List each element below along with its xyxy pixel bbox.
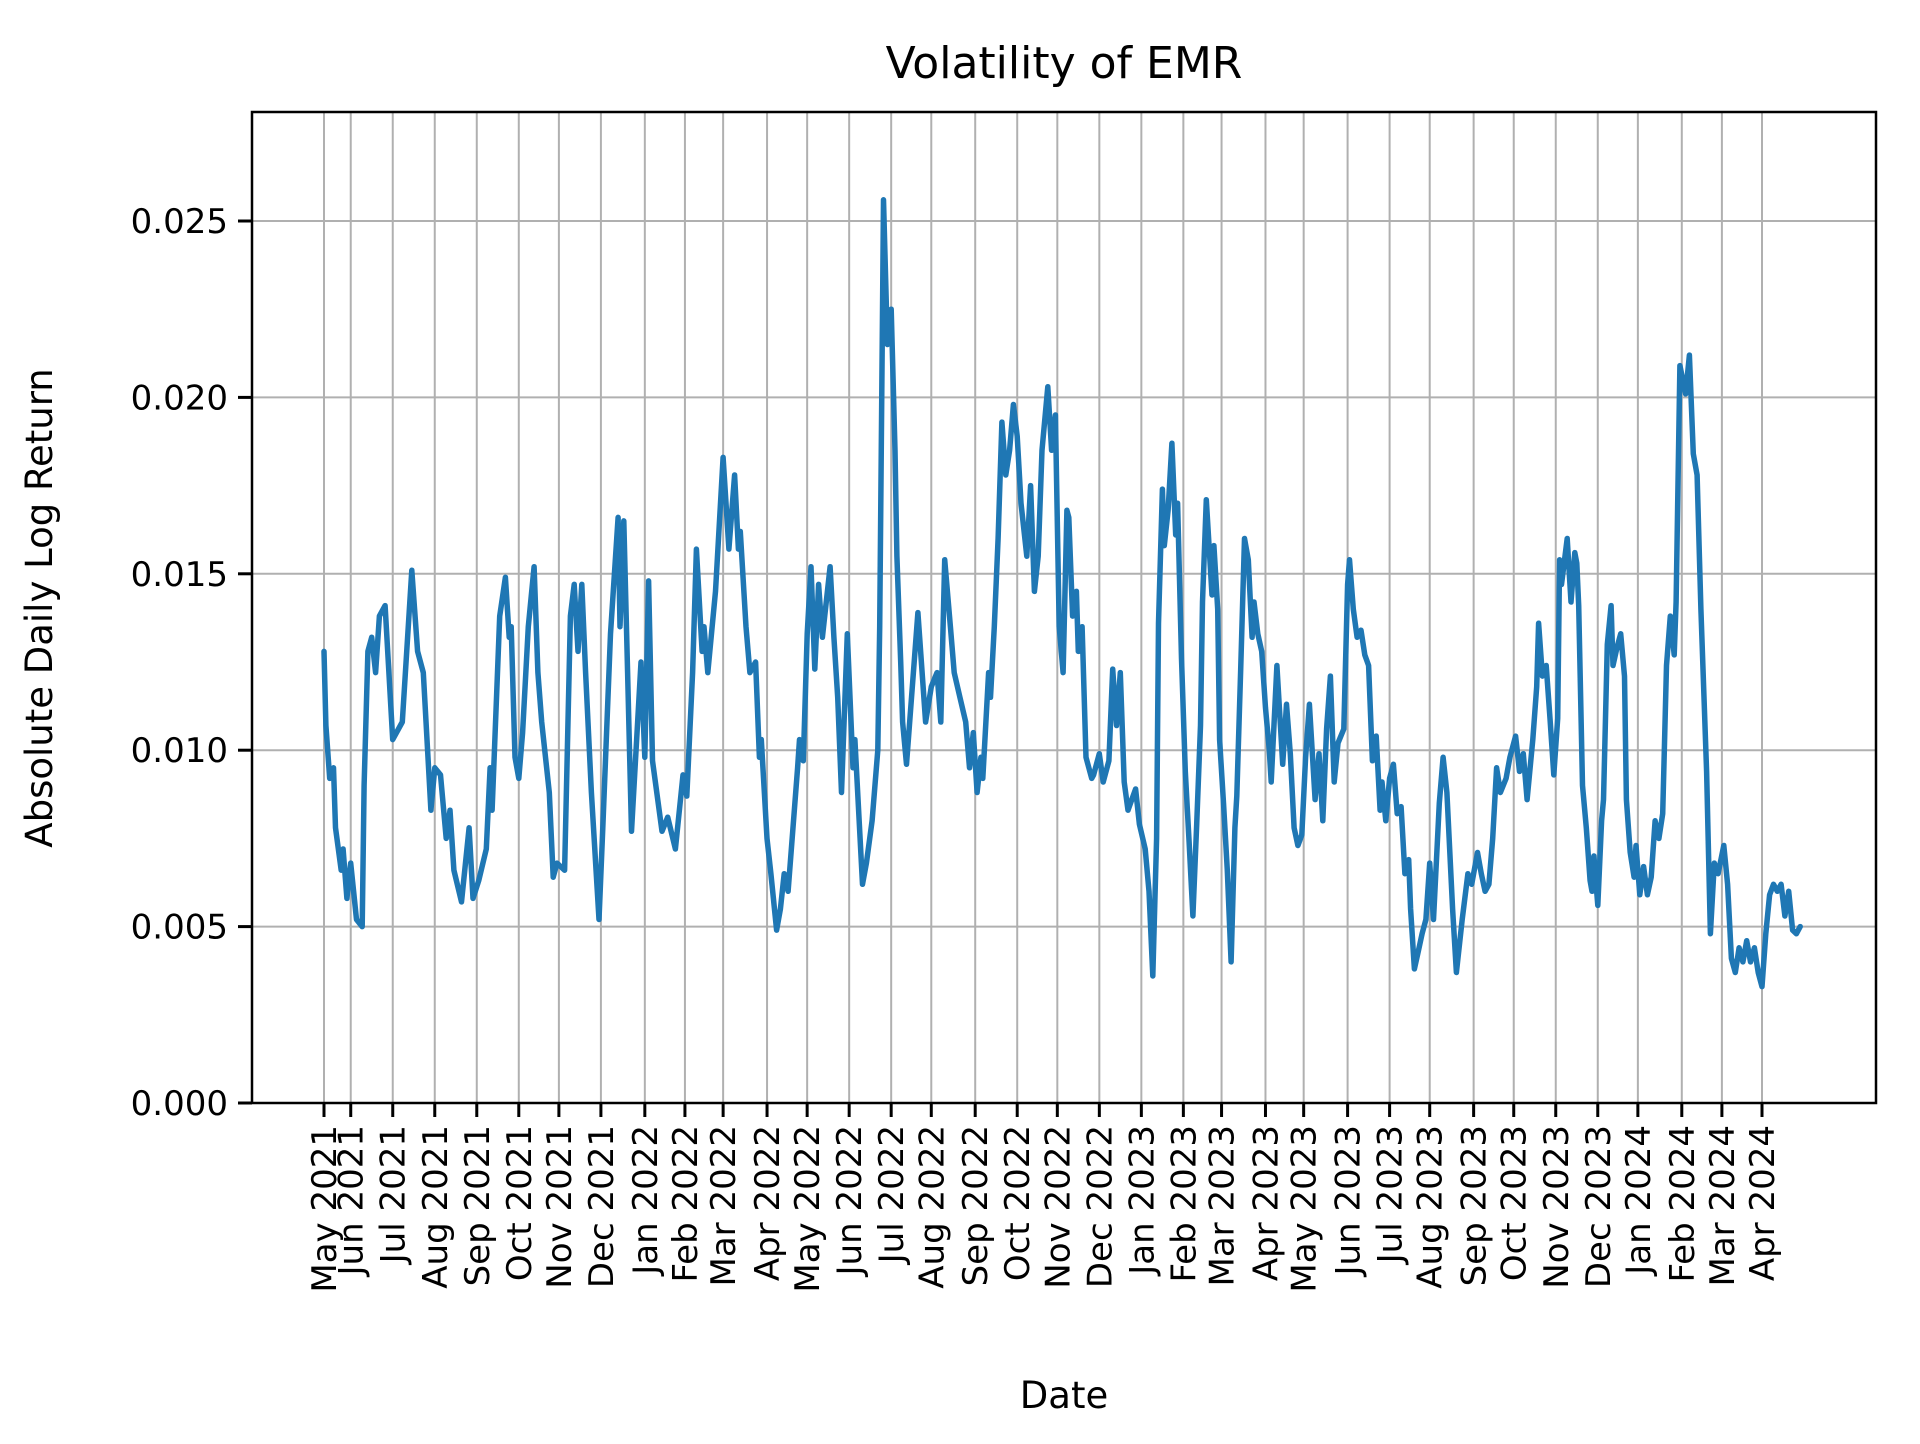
x-tick-label: Dec 2022 <box>1080 1125 1120 1288</box>
plot-border <box>250 110 1878 1105</box>
x-tick-label: Oct 2021 <box>500 1125 540 1281</box>
x-tick-label: May 2023 <box>1285 1125 1325 1293</box>
x-tick-label: Sep 2022 <box>956 1125 996 1286</box>
y-tick-label: 0.010 <box>131 731 228 771</box>
x-tick-label: Feb 2024 <box>1663 1125 1703 1283</box>
y-tick-label: 0.015 <box>131 555 228 595</box>
x-tick-label: Sep 2021 <box>458 1125 498 1286</box>
x-tick-label: Jun 2021 <box>332 1125 372 1277</box>
tick-layer <box>238 219 1764 1117</box>
x-tick-label: Feb 2023 <box>1164 1125 1204 1283</box>
x-tick-label: Aug 2023 <box>1411 1125 1451 1289</box>
y-tick-label: 0.005 <box>131 908 228 948</box>
x-tick-label: Nov 2021 <box>540 1125 580 1289</box>
x-tick-label: Apr 2022 <box>748 1125 788 1281</box>
x-tick-label: Mar 2022 <box>704 1125 744 1286</box>
x-tick-label: May 2021 <box>305 1125 345 1293</box>
y-axis-label: Absolute Daily Log Return <box>18 368 61 847</box>
series-layer <box>321 197 1803 990</box>
x-tick-label: Jan 2023 <box>1122 1125 1162 1277</box>
x-tick-label: Jul 2023 <box>1371 1125 1411 1265</box>
x-tick-label: Dec 2023 <box>1579 1125 1619 1288</box>
x-tick-label: Jun 2023 <box>1329 1125 1369 1277</box>
x-tick-label: Apr 2024 <box>1743 1125 1783 1281</box>
x-tick-label: Aug 2021 <box>416 1125 456 1289</box>
x-tick-label: Jun 2022 <box>830 1125 870 1277</box>
x-tick-label: Apr 2023 <box>1246 1125 1286 1281</box>
x-tick-label: May 2022 <box>788 1125 828 1293</box>
chart-title: Volatility of EMR <box>886 38 1243 89</box>
x-tick-label: Nov 2022 <box>1038 1125 1078 1289</box>
x-tick-label: Jul 2021 <box>374 1125 414 1265</box>
x-tick-label: Oct 2023 <box>1495 1125 1535 1281</box>
y-tick-label: 0.025 <box>131 202 228 242</box>
x-tick-label: Mar 2023 <box>1203 1125 1243 1286</box>
x-tick-label: Sep 2023 <box>1455 1125 1495 1286</box>
x-axis-label: Date <box>1020 1374 1108 1417</box>
volatility-series-line <box>321 197 1803 990</box>
x-tick-label: Aug 2022 <box>912 1125 952 1289</box>
y-tick-label: 0.020 <box>131 378 228 418</box>
x-tick-label: Mar 2024 <box>1703 1125 1743 1286</box>
x-tick-label: Jan 2024 <box>1619 1125 1659 1277</box>
x-tick-label: Oct 2022 <box>998 1125 1038 1281</box>
x-tick-label: Nov 2023 <box>1537 1125 1577 1289</box>
y-tick-label: 0.000 <box>131 1084 228 1124</box>
x-tick-label: Feb 2022 <box>666 1125 706 1283</box>
x-tick-label: Jul 2022 <box>872 1125 912 1265</box>
x-tick-label: Dec 2021 <box>582 1125 622 1288</box>
x-tick-label: Jan 2022 <box>626 1125 666 1277</box>
